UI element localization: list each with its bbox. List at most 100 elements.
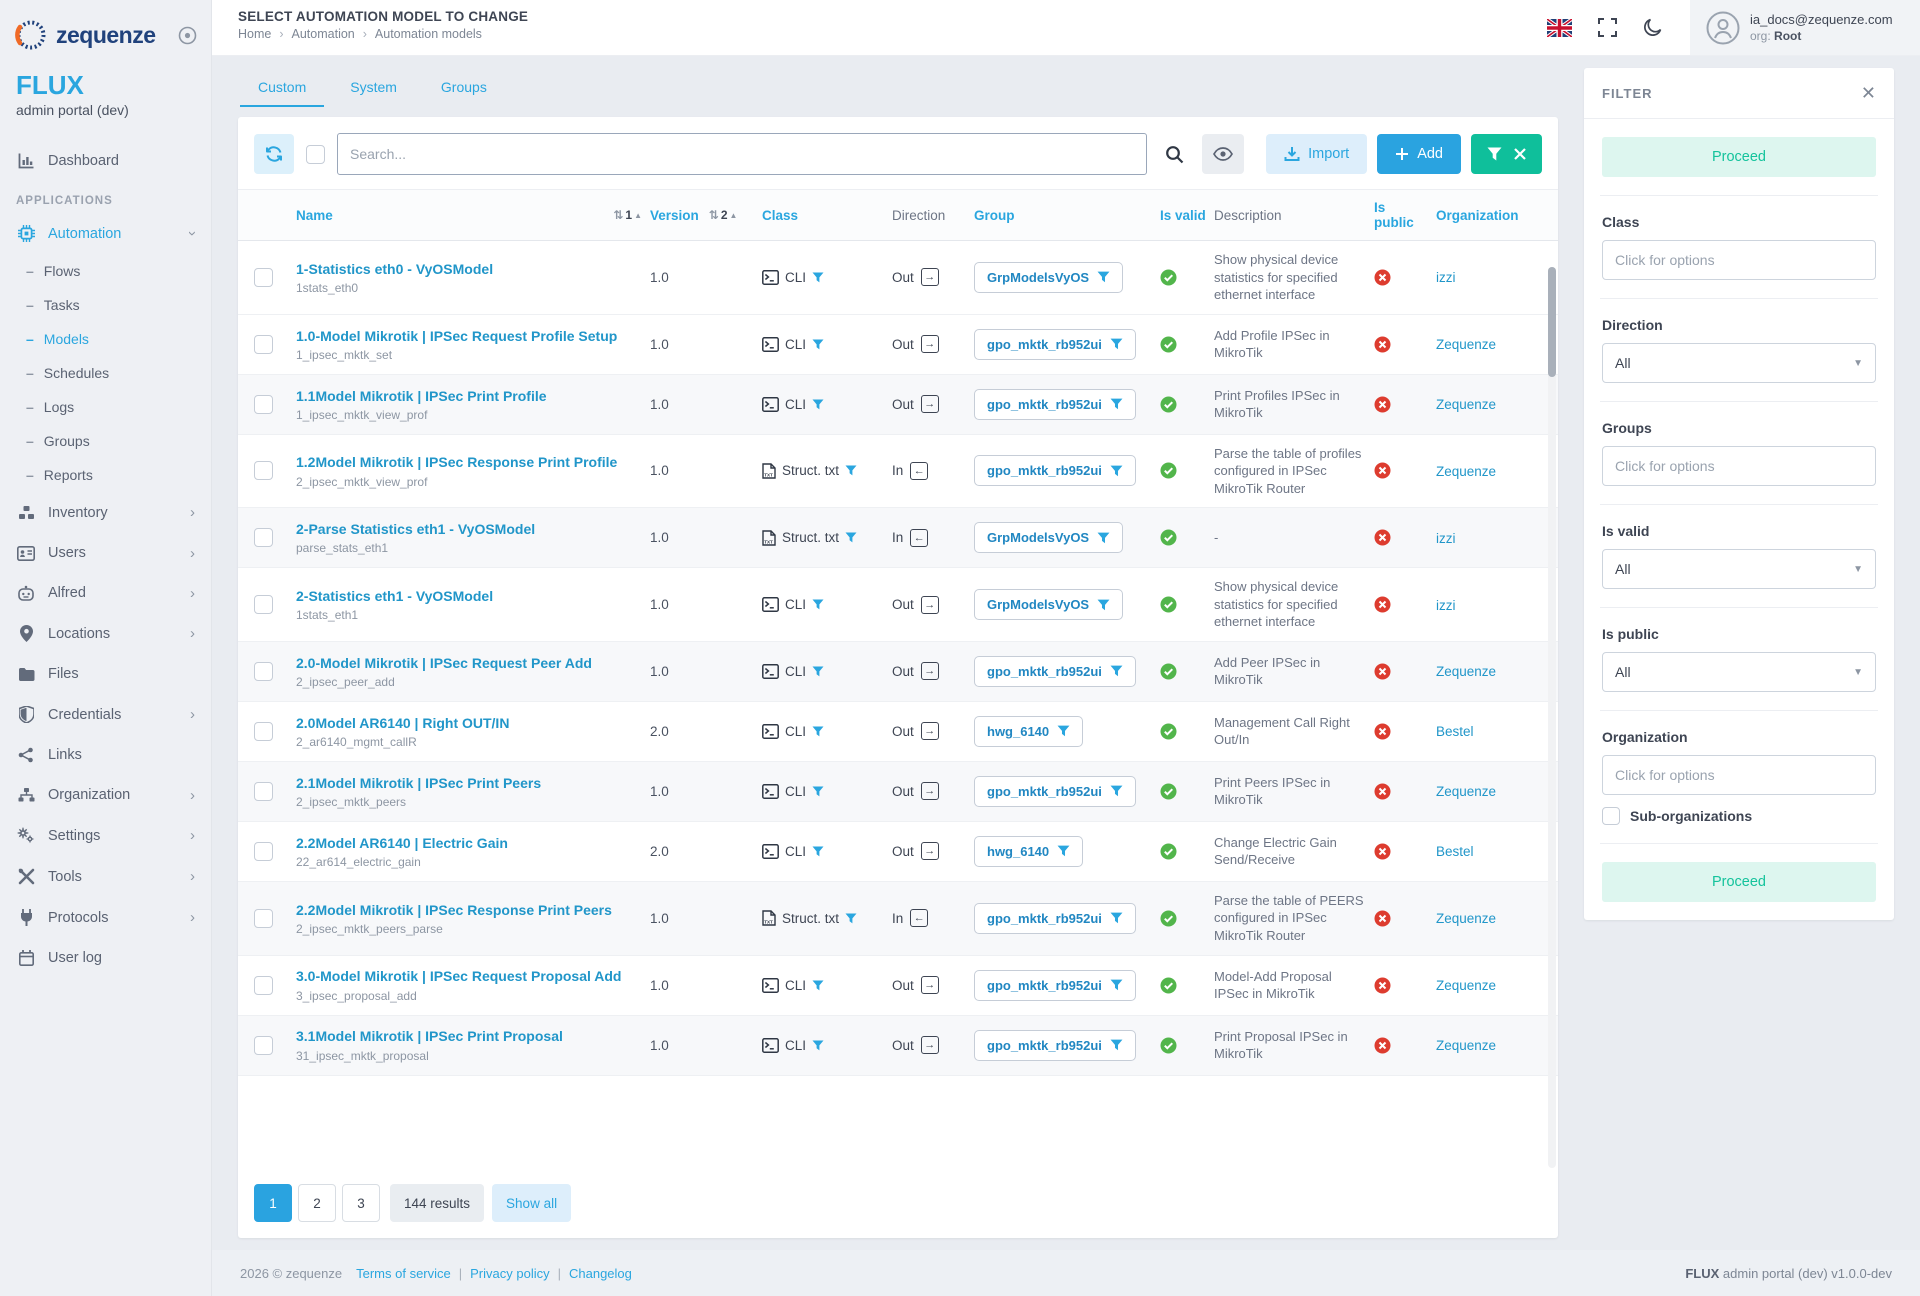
class-filter-funnel-icon[interactable]	[812, 666, 824, 677]
column-header-is-public[interactable]: Is public	[1374, 200, 1414, 230]
model-name-link[interactable]: 2-Parse Statistics eth1 - VyOSModel	[296, 521, 536, 538]
import-button[interactable]: Import	[1266, 134, 1368, 174]
row-checkbox[interactable]	[254, 528, 273, 548]
class-filter-funnel-icon[interactable]	[845, 913, 857, 924]
column-header-name[interactable]: Name ⇅ 1 ▲	[296, 207, 642, 223]
dark-mode-moon-icon[interactable]	[1643, 18, 1662, 37]
organization-link[interactable]: Zequenze	[1436, 397, 1497, 413]
organization-link[interactable]: Zequenze	[1436, 664, 1497, 680]
organization-link[interactable]: izzi	[1436, 530, 1456, 546]
group-badge[interactable]: gpo_mktk_rb952ui	[974, 455, 1136, 487]
filter-groups-input[interactable]	[1602, 446, 1876, 486]
column-header-organization[interactable]: Organization	[1436, 207, 1519, 223]
sidebar-item-protocols[interactable]: Protocols ›	[0, 897, 211, 938]
sidebar-item-inventory[interactable]: Inventory ›	[0, 492, 211, 533]
row-checkbox[interactable]	[254, 394, 273, 414]
sidebar-item-user-log[interactable]: User log	[0, 938, 211, 978]
terms-of-service-link[interactable]: Terms of service	[356, 1265, 451, 1281]
select-all-checkbox[interactable]	[306, 144, 325, 164]
class-filter-funnel-icon[interactable]	[812, 846, 824, 857]
breadcrumb-automation[interactable]: Automation	[291, 27, 355, 41]
organization-link[interactable]: Bestel	[1436, 844, 1474, 860]
sidebar-item-reports[interactable]: – Reports	[26, 467, 93, 483]
class-filter-funnel-icon[interactable]	[812, 1040, 824, 1051]
fullscreen-icon[interactable]	[1598, 18, 1617, 37]
filter-toggle-button[interactable]	[1471, 134, 1542, 174]
column-header-group[interactable]: Group	[974, 207, 1015, 223]
search-button[interactable]	[1159, 139, 1190, 170]
sidebar-item-models[interactable]: – Models	[26, 331, 89, 347]
column-header-version[interactable]: Version ⇅ 2 ▲	[650, 207, 738, 223]
sidebar-item-logs[interactable]: – Logs	[26, 399, 75, 415]
sidebar-item-tasks[interactable]: – Tasks	[26, 297, 80, 313]
class-filter-funnel-icon[interactable]	[845, 532, 857, 543]
page-button-3[interactable]: 3	[342, 1184, 380, 1222]
filter-is-public-select[interactable]: All ▼	[1602, 652, 1876, 692]
tab-system[interactable]: System	[350, 79, 397, 95]
refresh-button[interactable]	[254, 134, 294, 174]
model-name-link[interactable]: 3.0-Model Mikrotik | IPSec Request Propo…	[296, 968, 622, 985]
sidebar-item-tools[interactable]: Tools ›	[0, 856, 211, 897]
filter-is-valid-select[interactable]: All ▼	[1602, 549, 1876, 589]
organization-link[interactable]: Zequenze	[1436, 978, 1497, 994]
row-checkbox[interactable]	[254, 781, 273, 801]
row-checkbox[interactable]	[254, 908, 273, 928]
sidebar-item-organization[interactable]: Organization ›	[0, 775, 211, 815]
sidebar-item-files[interactable]: Files	[0, 654, 211, 694]
sidebar-item-schedules[interactable]: – Schedules	[26, 365, 110, 381]
class-filter-funnel-icon[interactable]	[812, 272, 824, 283]
row-checkbox[interactable]	[254, 1035, 273, 1055]
organization-link[interactable]: Zequenze	[1436, 463, 1497, 479]
row-checkbox[interactable]	[254, 334, 273, 354]
class-filter-funnel-icon[interactable]	[812, 786, 824, 797]
class-filter-funnel-icon[interactable]	[812, 726, 824, 737]
group-badge[interactable]: hwg_6140	[974, 835, 1084, 867]
changelog-link[interactable]: Changelog	[569, 1265, 632, 1281]
language-flag-icon[interactable]	[1547, 18, 1572, 37]
preview-button[interactable]	[1202, 134, 1245, 174]
sort-control-name[interactable]: ⇅ 1 ▲	[613, 208, 642, 222]
model-name-link[interactable]: 2.0Model AR6140 | Right OUT/IN	[296, 714, 510, 731]
model-name-link[interactable]: 2-Statistics eth1 - VyOSModel	[296, 588, 494, 604]
filter-close-icon[interactable]: ✕	[1860, 83, 1876, 103]
row-checkbox[interactable]	[254, 975, 273, 995]
organization-link[interactable]: izzi	[1436, 597, 1456, 613]
class-filter-funnel-icon[interactable]	[812, 599, 824, 610]
group-badge[interactable]: gpo_mktk_rb952ui	[974, 969, 1136, 1001]
column-header-class[interactable]: Class	[762, 207, 799, 223]
group-badge[interactable]: gpo_mktk_rb952ui	[974, 328, 1136, 360]
scrollbar-thumb[interactable]	[1548, 267, 1556, 377]
page-button-2[interactable]: 2	[298, 1184, 336, 1222]
filter-organization-input[interactable]	[1602, 755, 1876, 795]
model-name-link[interactable]: 2.2Model AR6140 | Electric Gain	[296, 834, 508, 851]
group-badge[interactable]: GrpModelsVyOS	[974, 589, 1124, 621]
sub-organizations-checkbox[interactable]	[1602, 807, 1620, 825]
sidebar-item-links[interactable]: Links	[0, 735, 211, 775]
model-name-link[interactable]: 1.0-Model Mikrotik | IPSec Request Profi…	[296, 327, 618, 344]
model-name-link[interactable]: 2.1Model Mikrotik | IPSec Print Peers	[296, 774, 542, 791]
row-checkbox[interactable]	[254, 841, 273, 861]
organization-link[interactable]: Zequenze	[1436, 784, 1497, 800]
sidebar-item-users[interactable]: Users ›	[0, 533, 211, 573]
add-button[interactable]: Add	[1377, 134, 1461, 174]
table-scrollbar[interactable]	[1548, 267, 1556, 1168]
show-all-button[interactable]: Show all	[492, 1184, 572, 1222]
group-badge[interactable]: GrpModelsVyOS	[974, 522, 1124, 554]
breadcrumb-home[interactable]: Home	[238, 27, 272, 41]
model-name-link[interactable]: 3.1Model Mikrotik | IPSec Print Proposal	[296, 1028, 563, 1045]
tab-custom[interactable]: Custom	[240, 70, 325, 107]
sidebar-item-flows[interactable]: – Flows	[26, 263, 81, 279]
sidebar-item-automation[interactable]: Automation ›	[0, 213, 211, 254]
page-button-1[interactable]: 1	[254, 1184, 292, 1222]
sidebar-item-locations[interactable]: Locations ›	[0, 613, 211, 654]
sidebar-item-settings[interactable]: Settings ›	[0, 815, 211, 856]
proceed-button-bottom[interactable]: Proceed	[1602, 862, 1876, 902]
group-badge[interactable]: gpo_mktk_rb952ui	[974, 775, 1136, 807]
model-name-link[interactable]: 2.2Model Mikrotik | IPSec Response Print…	[296, 901, 612, 918]
column-header-is-valid[interactable]: Is valid	[1160, 207, 1206, 223]
organization-link[interactable]: Zequenze	[1436, 911, 1497, 927]
filter-direction-select[interactable]: All ▼	[1602, 343, 1876, 383]
model-name-link[interactable]: 1.1Model Mikrotik | IPSec Print Profile	[296, 387, 547, 404]
sidebar-collapse-icon[interactable]	[178, 26, 197, 45]
row-checkbox[interactable]	[254, 461, 273, 481]
